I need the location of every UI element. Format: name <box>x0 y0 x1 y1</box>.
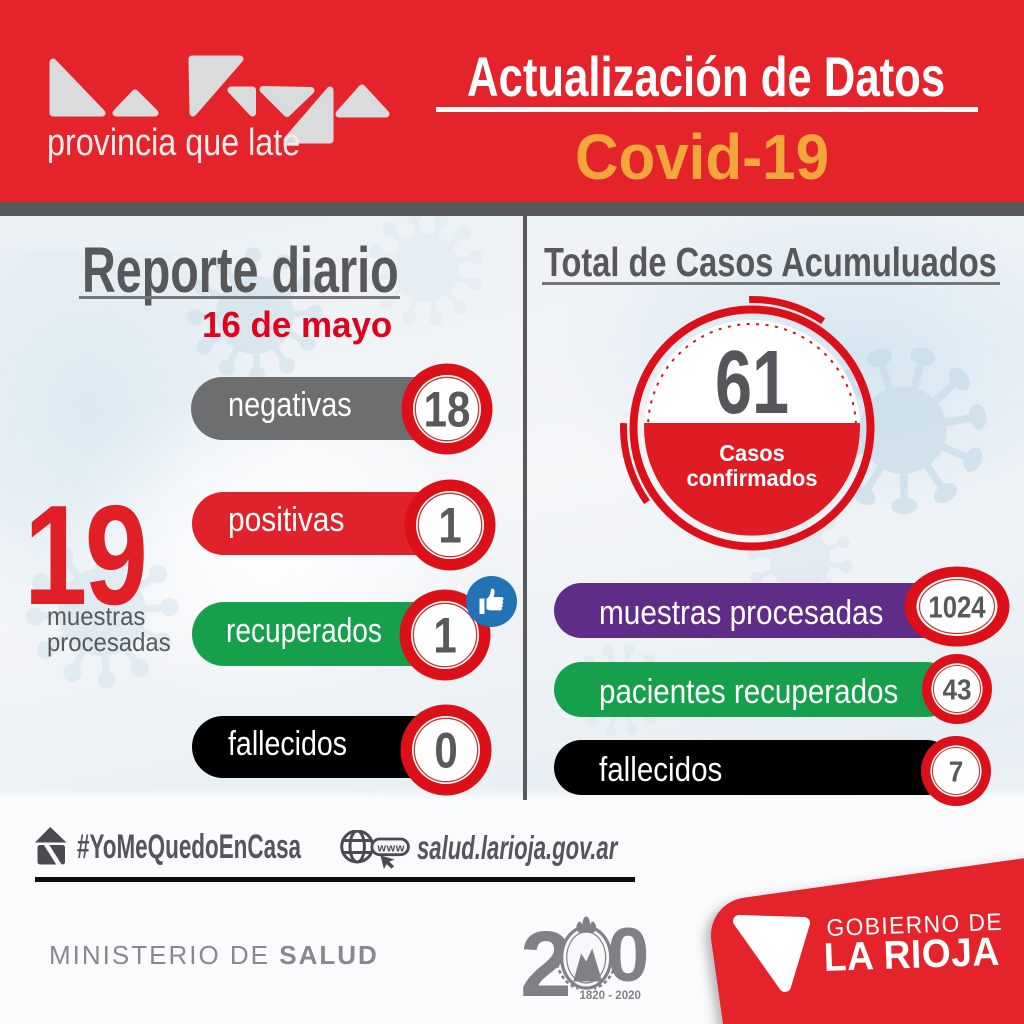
svg-text:18: 18 <box>424 381 471 437</box>
svg-text:Casos: Casos <box>719 440 785 466</box>
svg-text:1024: 1024 <box>928 590 985 625</box>
svg-text:43: 43 <box>942 673 971 706</box>
svg-text:1820 - 2020: 1820 - 2020 <box>580 990 641 1002</box>
svg-text:7: 7 <box>949 755 964 788</box>
svg-text:61: 61 <box>715 331 789 432</box>
svg-text:confirmados: confirmados <box>686 465 817 491</box>
svg-text:www: www <box>377 843 405 855</box>
svg-text:0: 0 <box>607 913 649 998</box>
svg-text:1: 1 <box>433 607 456 663</box>
svg-text:1: 1 <box>438 497 461 553</box>
svg-text:0: 0 <box>434 722 457 778</box>
